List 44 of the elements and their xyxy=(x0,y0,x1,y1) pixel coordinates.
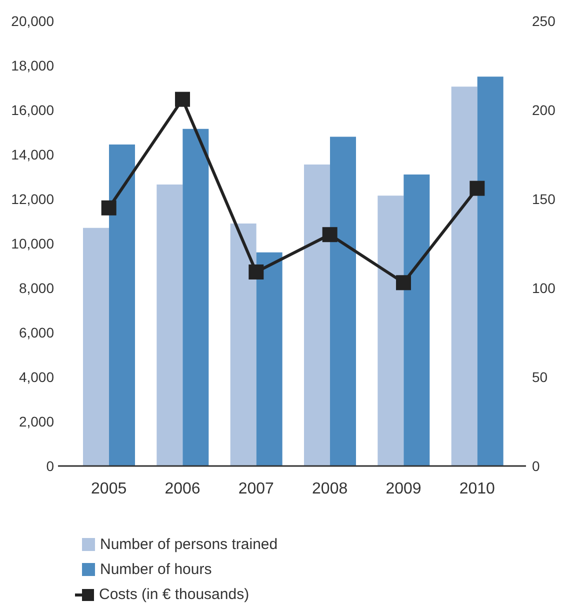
bar xyxy=(230,223,256,466)
y-tick-label: 10,000 xyxy=(11,235,54,252)
y-tick-label: 14,000 xyxy=(11,146,54,162)
point xyxy=(470,180,485,196)
x-tick-label: 2007 xyxy=(238,480,274,498)
x-tick-label: 2006 xyxy=(164,480,200,498)
y2-tick-label: 200 xyxy=(532,102,556,118)
bar xyxy=(83,228,109,466)
y-tick-label: 4,000 xyxy=(18,368,54,385)
x-tick-label: 2009 xyxy=(386,480,422,498)
y-tick-label: 6,000 xyxy=(18,324,54,340)
y-tick-label: 18,000 xyxy=(11,57,54,74)
bar xyxy=(330,136,356,466)
legend-label: Costs (in € thousands) xyxy=(99,585,250,605)
legend-label: Number of hours xyxy=(100,560,212,580)
y2-tick-label: 100 xyxy=(532,280,556,296)
y-tick-label: 2,000 xyxy=(18,413,54,430)
bar xyxy=(109,144,135,466)
bar xyxy=(304,164,330,466)
point xyxy=(396,275,411,290)
bar xyxy=(451,86,478,466)
point xyxy=(322,227,338,242)
point xyxy=(248,264,264,280)
bar xyxy=(182,128,209,466)
bar xyxy=(378,196,404,466)
bar xyxy=(477,76,504,466)
y-tick-label: 0 xyxy=(46,458,54,474)
bar xyxy=(156,184,183,466)
y2-tick-label: 50 xyxy=(532,368,548,385)
y2-tick-label: 150 xyxy=(532,190,556,207)
y2-tick-label: 250 xyxy=(532,12,556,29)
y2-tick-label: 0 xyxy=(532,458,540,474)
point xyxy=(175,92,190,107)
x-tick-label: 2010 xyxy=(459,480,496,498)
legend-label: Number of persons trained xyxy=(100,535,278,555)
point xyxy=(101,200,116,216)
bar xyxy=(404,174,430,466)
x-tick-label: 2005 xyxy=(91,480,127,498)
y-tick-label: 12,000 xyxy=(11,190,54,207)
bar xyxy=(256,252,282,466)
y-tick-label: 20,000 xyxy=(11,12,54,29)
y-tick-label: 16,000 xyxy=(11,102,54,118)
x-tick-label: 2008 xyxy=(312,480,348,498)
y-tick-label: 8,000 xyxy=(18,280,54,296)
